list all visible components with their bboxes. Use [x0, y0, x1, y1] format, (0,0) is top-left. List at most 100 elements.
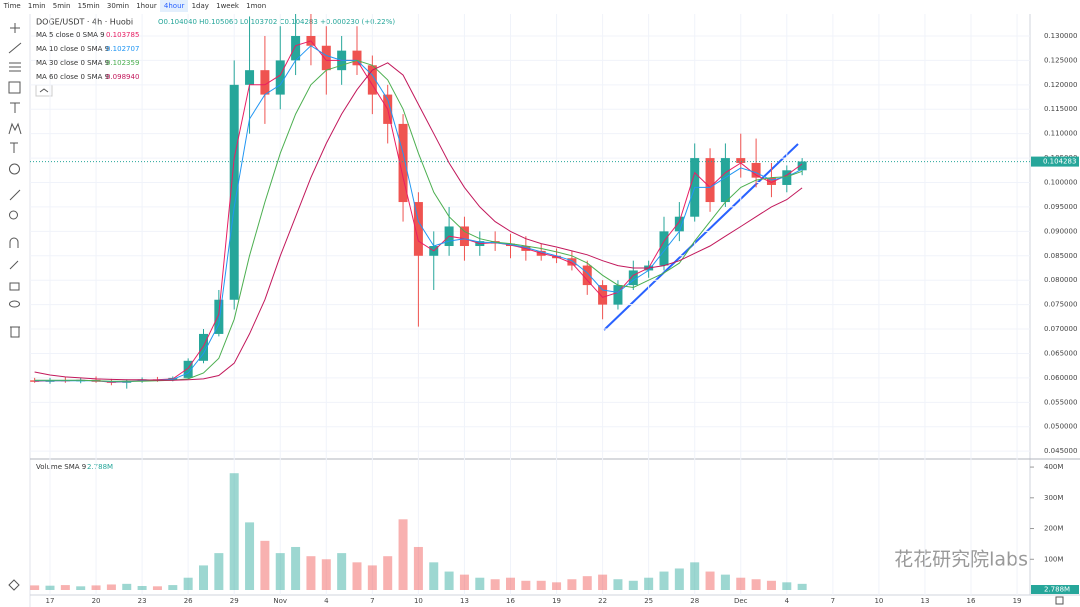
volume-bar	[76, 586, 86, 590]
drawing-mode-tool[interactable]	[9, 260, 19, 270]
volume-bar	[30, 585, 40, 590]
object-tree[interactable]	[8, 579, 20, 591]
x-tick-label: 19	[1013, 597, 1022, 605]
volume-bar	[383, 556, 393, 590]
candle-body	[367, 65, 377, 95]
candle-body	[321, 45, 331, 71]
legend-label: MA 5 close 0 SMA 9	[36, 31, 105, 39]
y-tick-label: 0.080000	[1044, 276, 1077, 284]
icon-tool[interactable]	[9, 163, 20, 175]
y-tick-label: 0.075000	[1044, 301, 1077, 309]
lock-tool[interactable]	[9, 282, 20, 291]
volume-bar	[766, 580, 776, 590]
volume-bar	[367, 565, 377, 590]
volume-bar	[751, 579, 761, 590]
y-tick-label: 0.110000	[1044, 130, 1077, 138]
interval-button[interactable]: 15min	[77, 2, 100, 10]
candle-body	[398, 123, 408, 203]
candle-body	[766, 177, 776, 185]
volume-bar	[644, 577, 654, 590]
x-tick-label: 10	[414, 597, 423, 605]
volume-bar	[674, 568, 684, 590]
ohlc-label: O0.104040 H0.105060 L0.103702 C0.104283 …	[158, 18, 395, 26]
volume-bar	[490, 579, 500, 590]
candle-body	[459, 226, 469, 247]
x-tick-label: Dec	[734, 597, 748, 605]
volume-title: Volume SMA 9	[36, 463, 86, 471]
candle-body	[199, 333, 208, 361]
interval-button[interactable]: 5min	[52, 2, 71, 10]
volume-bar	[536, 580, 546, 590]
volume-bar	[705, 571, 715, 590]
x-tick-label: 26	[184, 597, 193, 605]
magnet-tool[interactable]	[9, 237, 19, 248]
x-tick-label: Nov	[273, 597, 287, 605]
candle-body	[705, 158, 715, 203]
volume-bar	[45, 585, 55, 590]
measure-tool[interactable]	[9, 189, 21, 201]
x-tick-label: 13	[920, 597, 929, 605]
volume-bar	[321, 559, 331, 590]
candle-body	[659, 231, 669, 266]
pattern-tool[interactable]	[8, 122, 22, 135]
volume-bar	[567, 579, 577, 590]
visibility-tool[interactable]	[9, 300, 20, 308]
prediction-tool[interactable]	[10, 142, 18, 153]
y-tick-label: 0.055000	[1044, 398, 1077, 406]
interval-button[interactable]: 1week	[216, 2, 239, 10]
volume-bar	[444, 571, 454, 590]
x-tick-label: 29	[230, 597, 239, 605]
volume-sma-value: 2.788M	[87, 463, 113, 471]
interval-button[interactable]: 30min	[106, 2, 130, 10]
volume-bar	[659, 571, 669, 590]
interval-button[interactable]: 1hour	[136, 2, 157, 10]
zoom-tool[interactable]	[9, 210, 18, 220]
interval-button[interactable]: 1day	[191, 2, 209, 10]
text-tool[interactable]	[10, 102, 20, 113]
volume-bar	[782, 582, 792, 590]
candle-body	[214, 299, 224, 334]
shape-tool[interactable]	[8, 81, 21, 94]
volume-bar	[260, 540, 270, 590]
legend-label: MA 10 close 0 SMA 9	[36, 45, 109, 53]
volume-bar	[137, 586, 147, 590]
volume-bar	[521, 580, 531, 590]
x-tick-label: 17	[46, 597, 55, 605]
candle-body	[797, 161, 807, 171]
y-tick-label: 0.120000	[1044, 81, 1077, 89]
x-tick-label: 4	[324, 597, 329, 605]
x-tick-label: 7	[370, 597, 374, 605]
interval-button[interactable]: 4hour	[160, 0, 188, 12]
volume-tick-label: 100M	[1044, 555, 1063, 563]
volume-bar	[306, 556, 316, 590]
candle-body	[275, 60, 285, 95]
volume-bar	[598, 574, 608, 590]
y-tick-label: 0.125000	[1044, 56, 1077, 64]
volume-bar	[506, 577, 515, 590]
candles	[30, 14, 807, 590]
y-tick-label: 0.090000	[1044, 227, 1077, 235]
delete-tool[interactable]	[10, 326, 20, 338]
volume-value-label: 2.788M	[1044, 586, 1070, 594]
interval-button[interactable]: Time	[3, 2, 21, 10]
legend-label: MA 30 close 0 SMA 9	[36, 59, 109, 67]
ma-line	[34, 62, 803, 381]
x-tick-label: 19	[552, 597, 561, 605]
volume-bar	[582, 576, 592, 590]
volume-bar	[720, 574, 730, 590]
volume-value-box	[1031, 585, 1079, 594]
crosshair-tool[interactable]	[10, 23, 20, 33]
trend-line[interactable]	[603, 143, 799, 331]
interval-button[interactable]: 1mon	[246, 2, 267, 10]
candle-body	[782, 170, 792, 185]
line-tool[interactable]	[8, 42, 22, 54]
volume-bar	[183, 577, 193, 590]
interval-button[interactable]: 1min	[27, 2, 46, 10]
volume-tick-label: 300M	[1044, 494, 1063, 502]
fib-tool[interactable]	[9, 62, 21, 72]
volume-bar	[797, 583, 807, 590]
candle-body	[582, 265, 592, 286]
legend-value: 0.098940	[106, 73, 139, 81]
settings-button[interactable]	[1055, 596, 1064, 605]
